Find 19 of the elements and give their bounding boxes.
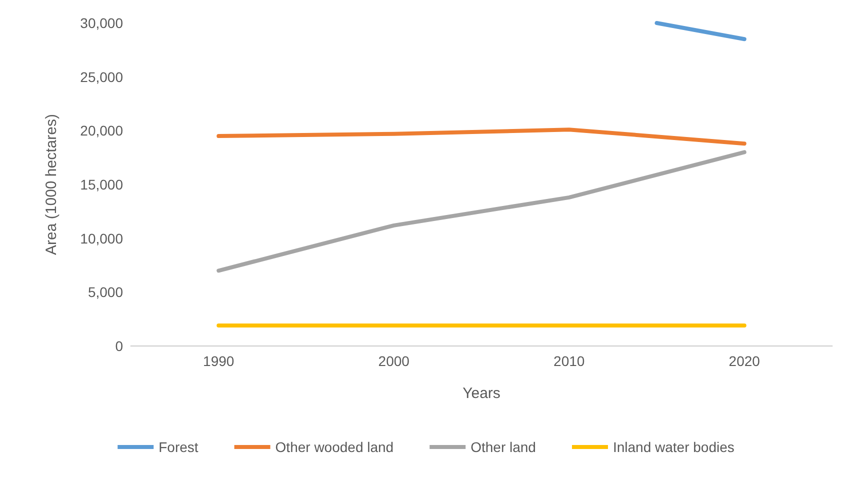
y-tick-label: 10,000 <box>80 230 124 246</box>
x-tick-label: 2020 <box>728 353 760 369</box>
y-tick-label: 25,000 <box>80 68 124 85</box>
y-tick-label: 0 <box>115 338 124 354</box>
x-tick-label: 2000 <box>378 353 410 369</box>
x-tick-label: 2010 <box>554 353 585 369</box>
x-axis-title: Years <box>462 385 500 402</box>
line-series <box>216 150 746 273</box>
y-tick-label: 15,000 <box>80 176 124 192</box>
y-tick-label: 30,000 <box>80 15 124 31</box>
legend-label: Other land <box>470 439 536 455</box>
legend-label: Other wooded land <box>275 439 394 455</box>
y-tick-label: 20,000 <box>80 122 124 139</box>
legend-label: Forest <box>158 439 198 455</box>
legend-label: Inland water bodies <box>612 439 734 455</box>
x-tick-label: 1990 <box>203 353 234 369</box>
line-series <box>216 128 746 146</box>
y-tick-label: 5,000 <box>88 284 124 300</box>
y-axis-title: Area (1000 hectares) <box>43 114 60 255</box>
